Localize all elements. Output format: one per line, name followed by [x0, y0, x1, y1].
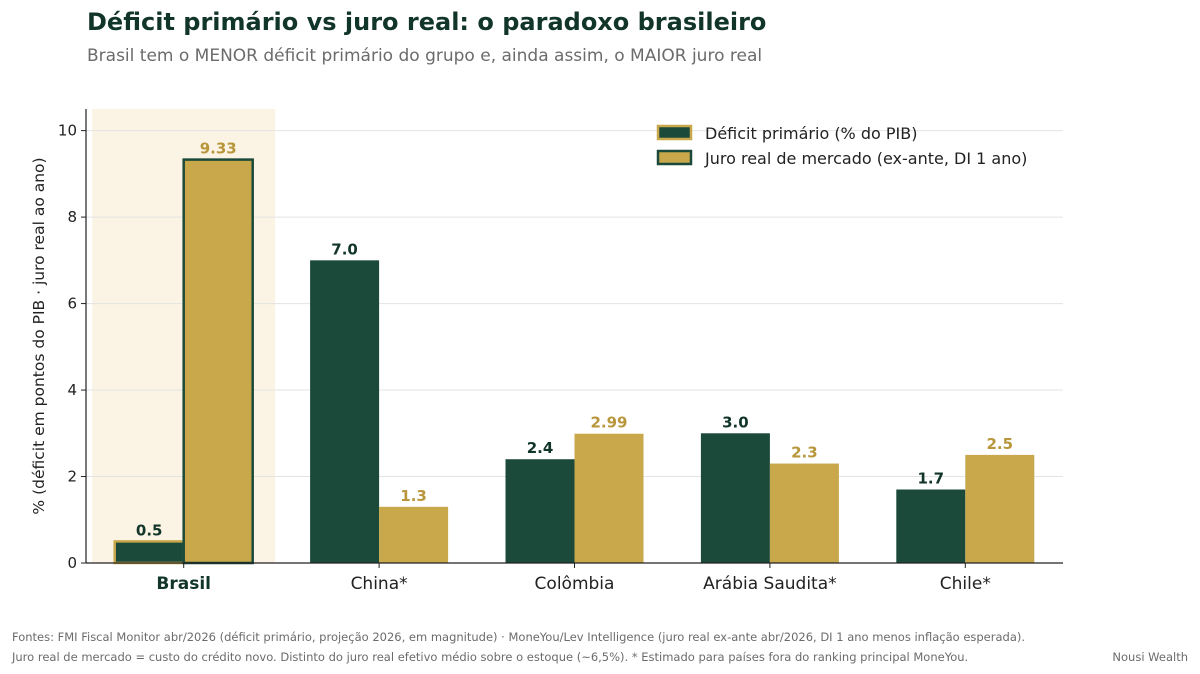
y-tick-label: 6 [67, 295, 77, 313]
y-tick-label: 2 [67, 468, 77, 486]
bar-deficit [310, 260, 380, 563]
data-label-deficit: 7.0 [331, 240, 358, 258]
data-label-juro: 2.99 [590, 414, 627, 432]
legend-label-juro: Juro real de mercado (ex-ante, DI 1 ano) [704, 149, 1027, 168]
data-label-deficit: 3.0 [722, 413, 749, 431]
data-label-juro: 9.33 [200, 140, 237, 158]
data-label-juro: 2.3 [791, 444, 818, 462]
y-tick-label: 0 [67, 554, 77, 572]
bar-juro [182, 158, 254, 565]
brand-label: Nousi Wealth [1112, 650, 1188, 664]
legend-swatch-deficit [656, 124, 693, 141]
x-tick-label: China* [351, 574, 408, 594]
legend-label-deficit: Déficit primário (% do PIB) [705, 124, 917, 143]
y-tick-label: 4 [67, 381, 77, 399]
data-label-deficit: 0.5 [136, 521, 163, 539]
chart-subtitle: Brasil tem o MENOR déficit primário do g… [87, 46, 763, 66]
y-axis-label: % (déficit em pontos do PIB · juro real … [30, 157, 48, 514]
data-label-juro: 1.3 [400, 487, 427, 505]
x-tick-label: Arábia Saudita* [703, 574, 836, 594]
x-tick-label: Colômbia [535, 574, 615, 594]
bar-juro [965, 454, 1035, 563]
data-label-juro: 2.5 [987, 435, 1014, 453]
data-label-deficit: 1.7 [918, 469, 945, 487]
y-tick-label: 10 [58, 122, 77, 140]
bar-deficit [700, 433, 770, 563]
y-tick-label: 8 [67, 208, 77, 226]
x-tick-label: Brasil [156, 574, 211, 594]
x-tick-label: Chile* [940, 574, 991, 594]
bar-deficit [505, 459, 575, 563]
bar-juro [574, 433, 644, 563]
data-label-deficit: 2.4 [527, 439, 554, 457]
footer-sources: Fontes: FMI Fiscal Monitor abr/2026 (déf… [12, 630, 1026, 644]
bar-deficit [896, 489, 966, 563]
footer-note: Juro real de mercado = custo do crédito … [12, 650, 969, 664]
bar-deficit [113, 540, 185, 565]
legend-swatch-juro [656, 149, 693, 166]
bar-juro [769, 463, 839, 563]
bar-juro [379, 506, 449, 563]
chart-title: Déficit primário vs juro real: o paradox… [87, 8, 767, 36]
